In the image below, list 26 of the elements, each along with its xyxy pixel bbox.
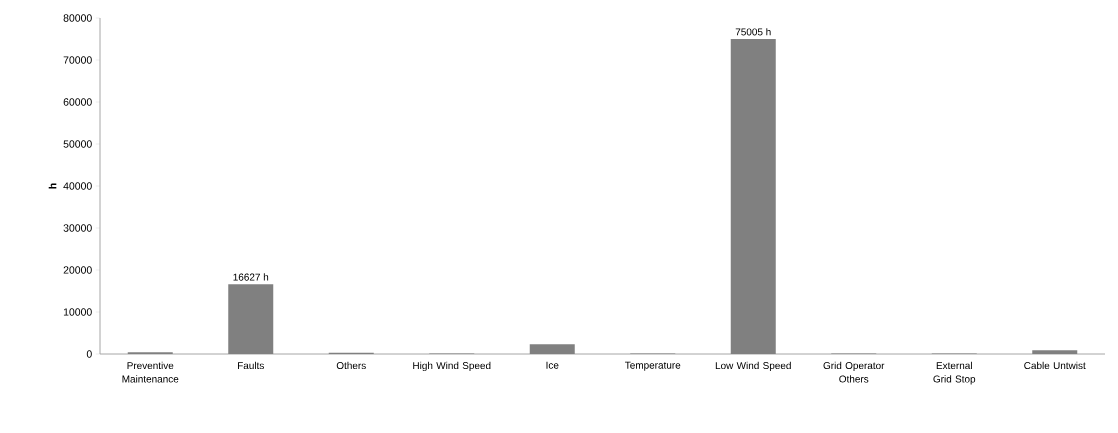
y-tick-label: 30000 (63, 224, 92, 232)
bar (730, 38, 776, 354)
data-label: 75005 h (735, 28, 771, 36)
y-axis-title: h (48, 183, 57, 189)
x-tick-label: External Grid Stop (933, 361, 976, 385)
y-tick-label: 0 (86, 350, 92, 358)
x-tick-label: Cable Untwist (1024, 361, 1086, 370)
x-tick-label: Others (336, 361, 366, 370)
y-tick-label: 70000 (63, 56, 92, 64)
y-tick-label: 80000 (63, 14, 92, 22)
y-tick-label: 40000 (63, 182, 92, 190)
bar (228, 284, 274, 354)
x-tick-label: Temperature (625, 361, 681, 371)
data-label: 16627 h (233, 273, 269, 281)
y-tick-label: 10000 (63, 308, 92, 316)
x-tick-label: High Wind Speed (413, 361, 491, 372)
y-tick-label: 20000 (63, 266, 92, 274)
y-tick-label: 60000 (63, 98, 92, 106)
x-tick-label: Preventive Maintenance (122, 361, 179, 383)
bar (529, 344, 575, 354)
bar (1032, 350, 1078, 354)
x-tick-label: Grid Operator Others (823, 361, 885, 383)
y-tick-label: 50000 (63, 140, 92, 148)
x-tick-label: Ice (546, 361, 559, 369)
x-tick-label: Low Wind Speed (715, 361, 791, 372)
x-tick-label: Faults (238, 361, 264, 370)
